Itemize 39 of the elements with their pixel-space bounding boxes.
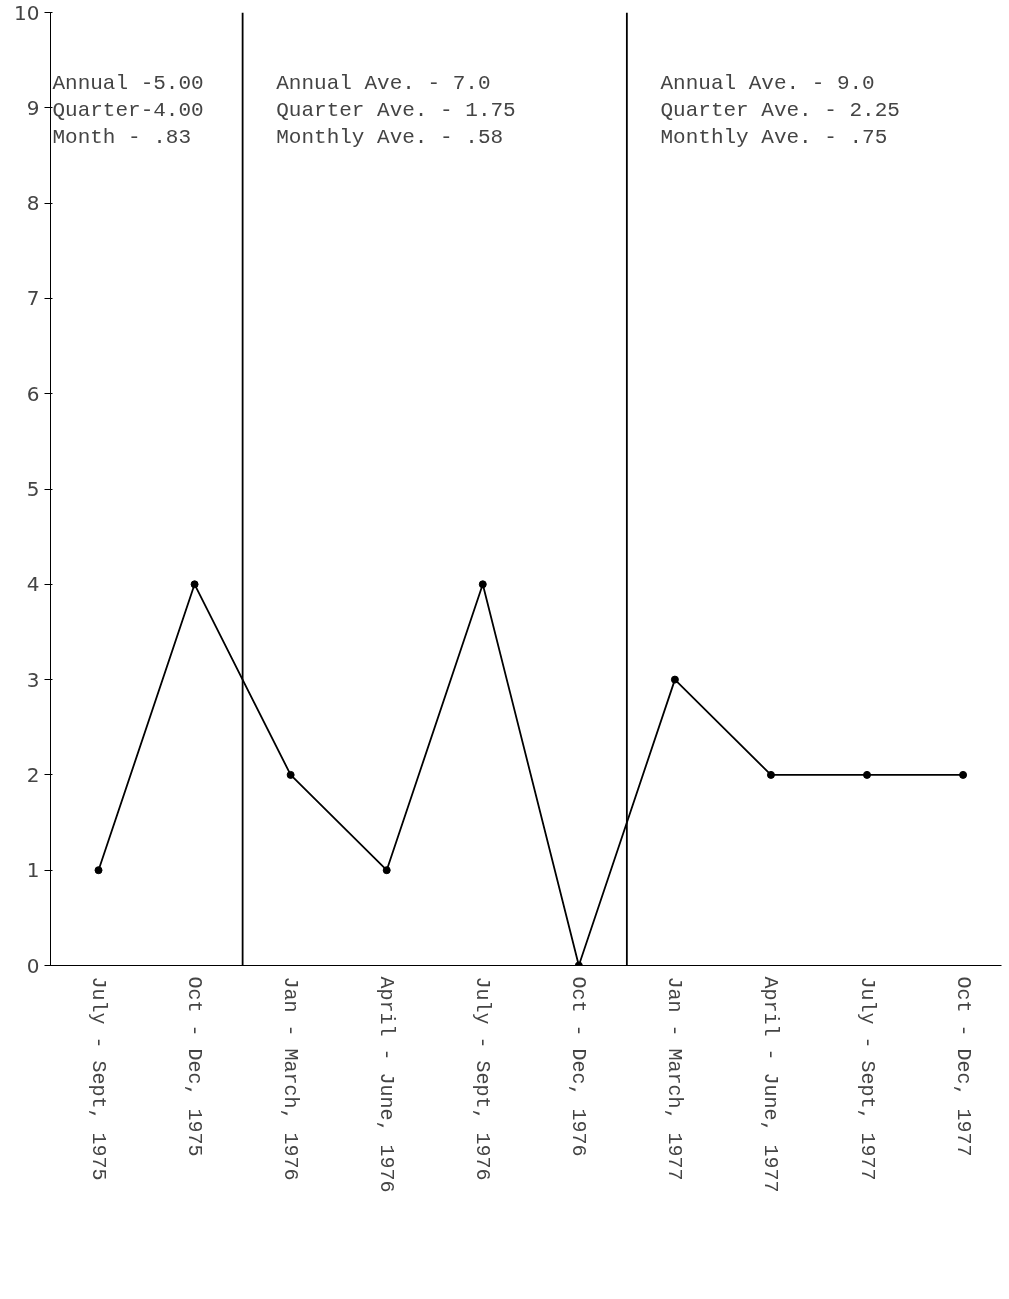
x-tick-label: April - June, 1977: [759, 976, 783, 1193]
y-tick-label: 10: [14, 0, 40, 25]
annotation: Annual Ave. - 7.0: [276, 72, 491, 96]
annotation: Quarter-4.00: [52, 99, 204, 123]
y-tick-label: 0: [26, 953, 40, 978]
annotation: Quarter Ave. - 2.25: [660, 99, 900, 123]
annotation: Month - .83: [52, 125, 192, 149]
y-tick-label: 9: [26, 95, 40, 120]
annotation: Annual Ave. - 9.0: [660, 72, 875, 96]
point: [959, 770, 968, 779]
point: [766, 770, 775, 779]
y-tick-label: 6: [26, 381, 40, 406]
point: [94, 866, 103, 875]
y-tick-label: 5: [26, 477, 40, 501]
y-tick-label: 7: [26, 286, 40, 311]
x-tick-label: Oct - Dec, 1975: [183, 976, 207, 1157]
point: [286, 770, 295, 779]
x-tick-label: July - Sept, 1977: [855, 976, 879, 1181]
y-tick-label: 3: [26, 667, 40, 692]
x-tick-label: Oct - Dec, 1977: [951, 976, 975, 1157]
x-tick-label: Oct - Dec, 1976: [567, 976, 591, 1157]
y-tick-label: 8: [26, 191, 40, 216]
point: [670, 675, 679, 684]
x-tick-label: Jan - March, 1976: [279, 976, 303, 1181]
point: [190, 580, 199, 589]
point: [478, 580, 487, 589]
point: [863, 770, 872, 779]
annotation: Monthly Ave. - .58: [276, 125, 504, 149]
annotation: Quarter Ave. - 1.75: [276, 99, 516, 123]
y-tick-label: 1: [26, 858, 40, 883]
x-tick-label: July - Sept, 1976: [471, 976, 495, 1181]
annotation: Annual -5.00: [52, 72, 204, 96]
annotation: Monthly Ave. - .75: [660, 125, 888, 149]
x-tick-label: Jan - March, 1977: [663, 976, 687, 1181]
y-tick-label: 4: [26, 572, 40, 597]
y-tick-label: 2: [26, 762, 40, 787]
x-tick-label: April - June, 1976: [375, 976, 399, 1193]
x-tick-label: July - Sept, 1975: [87, 976, 111, 1181]
point: [382, 866, 391, 875]
